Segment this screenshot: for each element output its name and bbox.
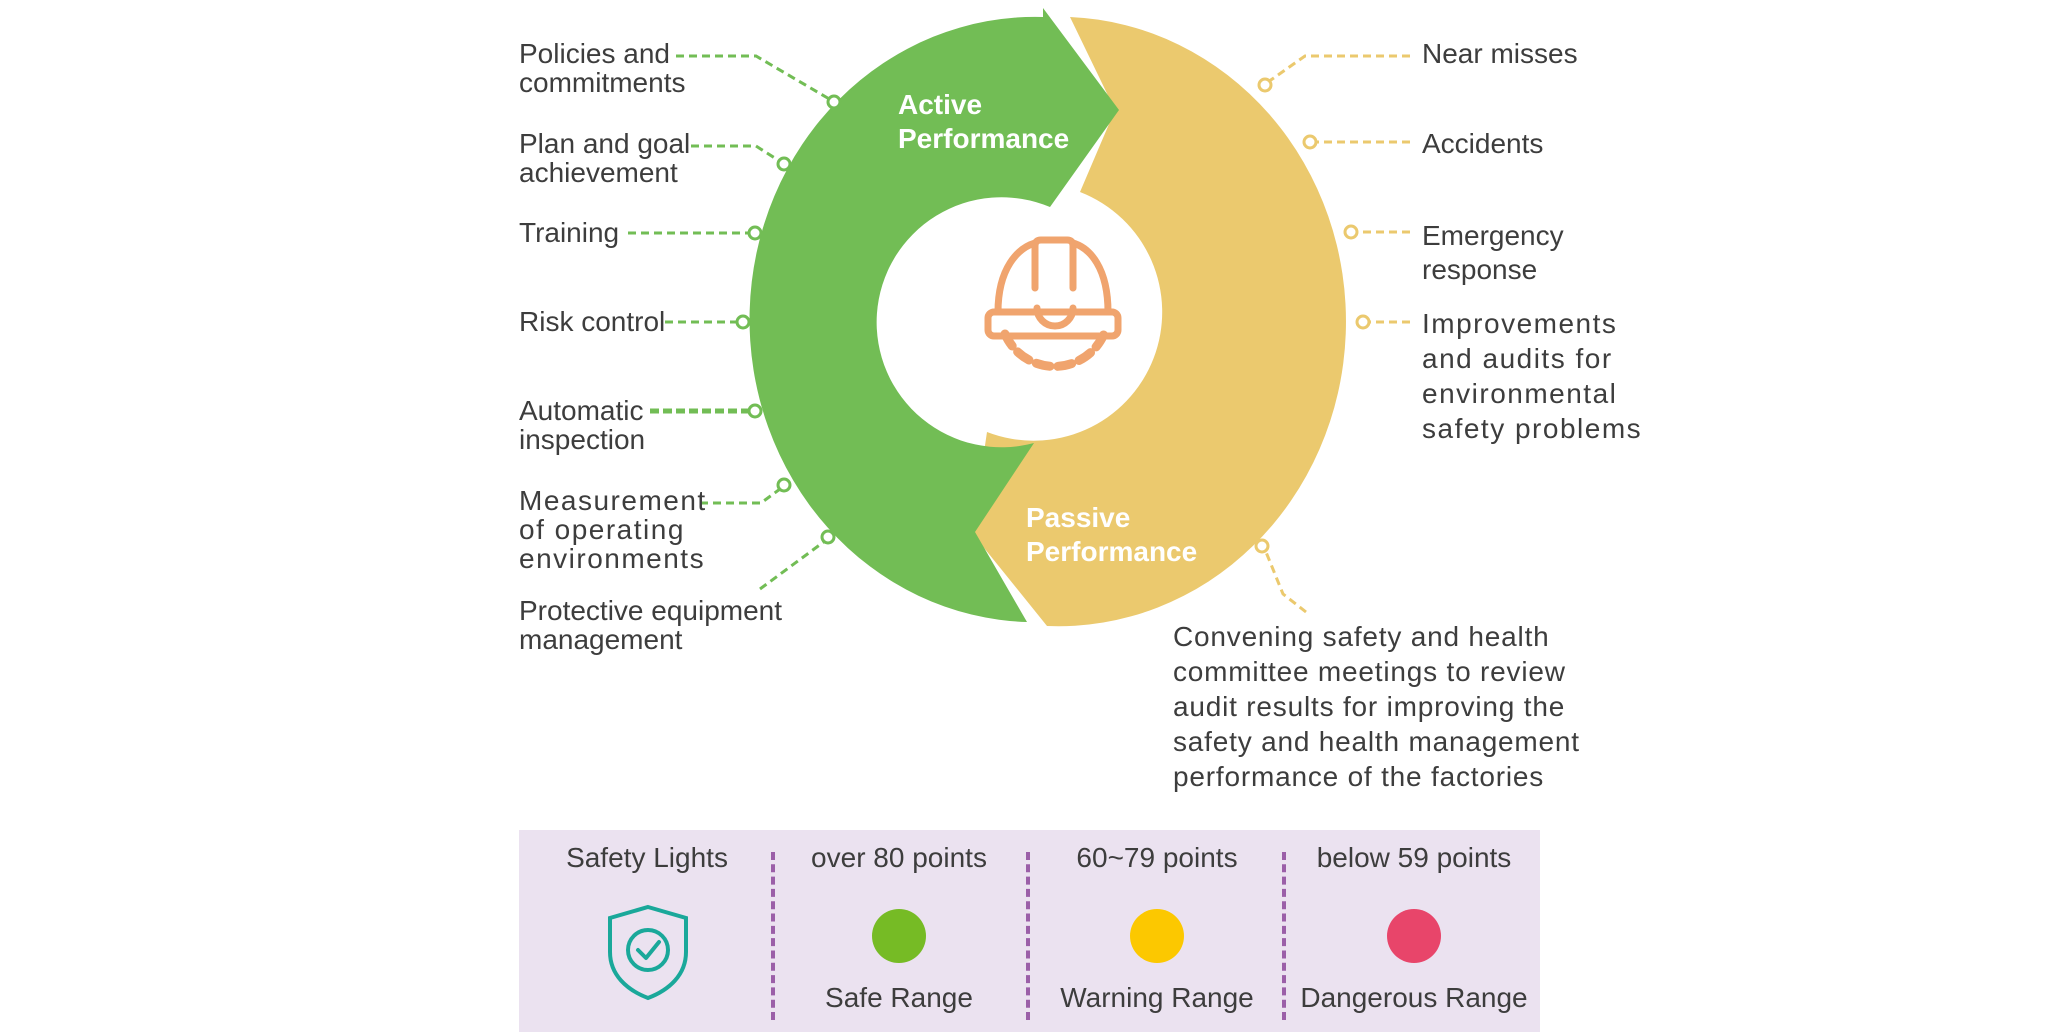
active-item-protective-equipment: Protective equipment management [519, 595, 783, 655]
passive-item-near-misses: Near misses [1422, 38, 1578, 69]
active-item-automatic-inspection: Automatic inspection [519, 395, 646, 455]
legend-divider [1282, 852, 1286, 1020]
active-item-measurement: Measurement of operating environments [519, 485, 707, 574]
legend-divider [1026, 852, 1030, 1020]
legend-label-dangerous: Dangerous Range [1300, 982, 1528, 1013]
active-connectors [628, 54, 842, 591]
passive-connectors [1254, 54, 1410, 614]
active-performance-arc [749, 8, 1119, 622]
passive-performance-arc [972, 17, 1346, 627]
safety-lights-legend: Safety Lights over 80 points Safe Range … [519, 830, 1540, 1032]
active-item-policies: Policies and commitments [519, 38, 686, 98]
legend-range-warning: 60~79 points [1076, 842, 1238, 873]
active-item-training: Training [519, 217, 620, 248]
legend-label-warning: Warning Range [1060, 982, 1254, 1013]
passive-item-accidents: Accidents [1422, 128, 1544, 159]
legend-title: Safety Lights [566, 842, 728, 873]
active-item-plan-goal: Plan and goal achievement [519, 128, 691, 188]
legend-range-dangerous: below 59 points [1316, 842, 1512, 873]
legend-divider [771, 852, 775, 1020]
legend-label-safe: Safe Range [825, 982, 973, 1013]
passive-item-committee-meetings: Convening safety and health committee me… [1173, 621, 1580, 792]
warning-light-icon [1130, 909, 1184, 963]
shield-check-icon [608, 904, 688, 1001]
active-performance-title: Active Performance [898, 89, 1070, 154]
passive-performance-title: Passive Performance [1026, 502, 1198, 567]
hard-hat-gear-icon [984, 236, 1122, 371]
active-item-risk-control: Risk control [519, 306, 666, 337]
safe-light-icon [872, 909, 926, 963]
passive-item-emergency-response: Emergency response [1422, 220, 1564, 285]
passive-item-improvements-audits: Improvements and audits for environmenta… [1422, 308, 1643, 444]
legend-range-safe: over 80 points [811, 842, 987, 873]
dangerous-light-icon [1387, 909, 1441, 963]
